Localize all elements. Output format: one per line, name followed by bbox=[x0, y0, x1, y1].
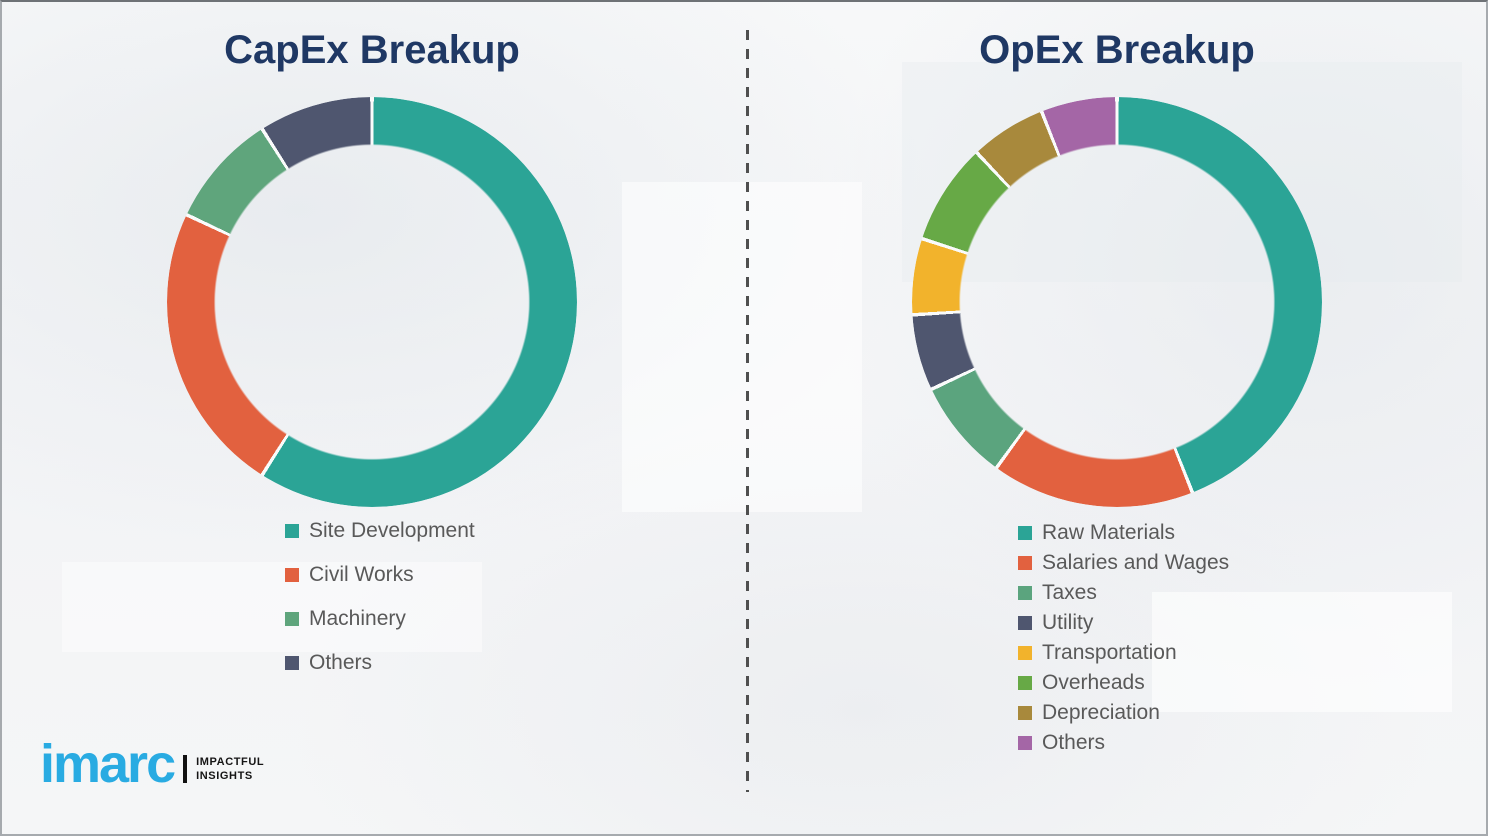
legend-swatch bbox=[1018, 616, 1032, 630]
opex-chart-title: OpEx Breakup bbox=[979, 28, 1255, 72]
vertical-dashed-divider bbox=[746, 30, 749, 792]
legend-item: Others bbox=[285, 641, 475, 685]
legend-label: Overheads bbox=[1042, 671, 1145, 694]
legend-item: Transportation bbox=[1018, 638, 1229, 668]
legend-label: Transportation bbox=[1042, 641, 1177, 664]
legend-item: Salaries and Wages bbox=[1018, 548, 1229, 578]
legend-swatch bbox=[1018, 526, 1032, 540]
capex-donut-chart bbox=[167, 97, 577, 507]
legend-swatch bbox=[1018, 586, 1032, 600]
legend-label: Taxes bbox=[1042, 581, 1097, 604]
legend-item: Civil Works bbox=[285, 553, 475, 597]
logo-tagline: IMPACTFUL INSIGHTS bbox=[196, 755, 264, 784]
legend-label: Others bbox=[309, 651, 373, 674]
legend-item: Machinery bbox=[285, 597, 475, 641]
legend-swatch bbox=[285, 612, 299, 626]
legend-swatch bbox=[1018, 556, 1032, 570]
logo-tagline-line1: IMPACTFUL bbox=[196, 755, 265, 768]
background-texture-block bbox=[622, 182, 862, 512]
capex-legend: Site Development Civil Works Machinery Othe… bbox=[285, 509, 475, 685]
legend-label: Salaries and Wages bbox=[1042, 551, 1230, 574]
legend-label: Site Development bbox=[309, 519, 475, 542]
legend-swatch bbox=[1018, 706, 1032, 720]
legend-label: Others bbox=[1042, 731, 1106, 754]
logo-divider-bar bbox=[183, 755, 188, 783]
legend-item: Raw Materials bbox=[1018, 518, 1229, 548]
opex-donut-chart bbox=[912, 97, 1322, 507]
legend-label: Utility bbox=[1042, 611, 1094, 634]
legend-swatch bbox=[285, 568, 299, 582]
legend-item: Taxes bbox=[1018, 578, 1229, 608]
legend-swatch bbox=[1018, 646, 1032, 660]
legend-swatch bbox=[1018, 676, 1032, 690]
legend-swatch bbox=[285, 656, 299, 670]
legend-label: Machinery bbox=[309, 607, 406, 630]
legend-item: Depreciation bbox=[1018, 698, 1229, 728]
legend-swatch bbox=[285, 524, 299, 538]
logo-tagline-line2: INSIGHTS bbox=[196, 770, 253, 782]
legend-item: Site Development bbox=[285, 509, 475, 553]
legend-swatch bbox=[1018, 736, 1032, 750]
capex-chart-title: CapEx Breakup bbox=[224, 28, 520, 72]
opex-legend: Raw Materials Salaries and Wages Taxes Util… bbox=[1018, 518, 1229, 758]
legend-label: Depreciation bbox=[1042, 701, 1160, 724]
legend-label: Raw Materials bbox=[1042, 521, 1176, 544]
imarc-logo: imarc IMPACTFUL INSIGHTS bbox=[40, 737, 264, 791]
legend-item: Utility bbox=[1018, 608, 1229, 638]
legend-item: Others bbox=[1018, 728, 1229, 758]
legend-item: Overheads bbox=[1018, 668, 1229, 698]
legend-label: Civil Works bbox=[309, 563, 414, 586]
imarc-wordmark: imarc bbox=[40, 734, 176, 794]
